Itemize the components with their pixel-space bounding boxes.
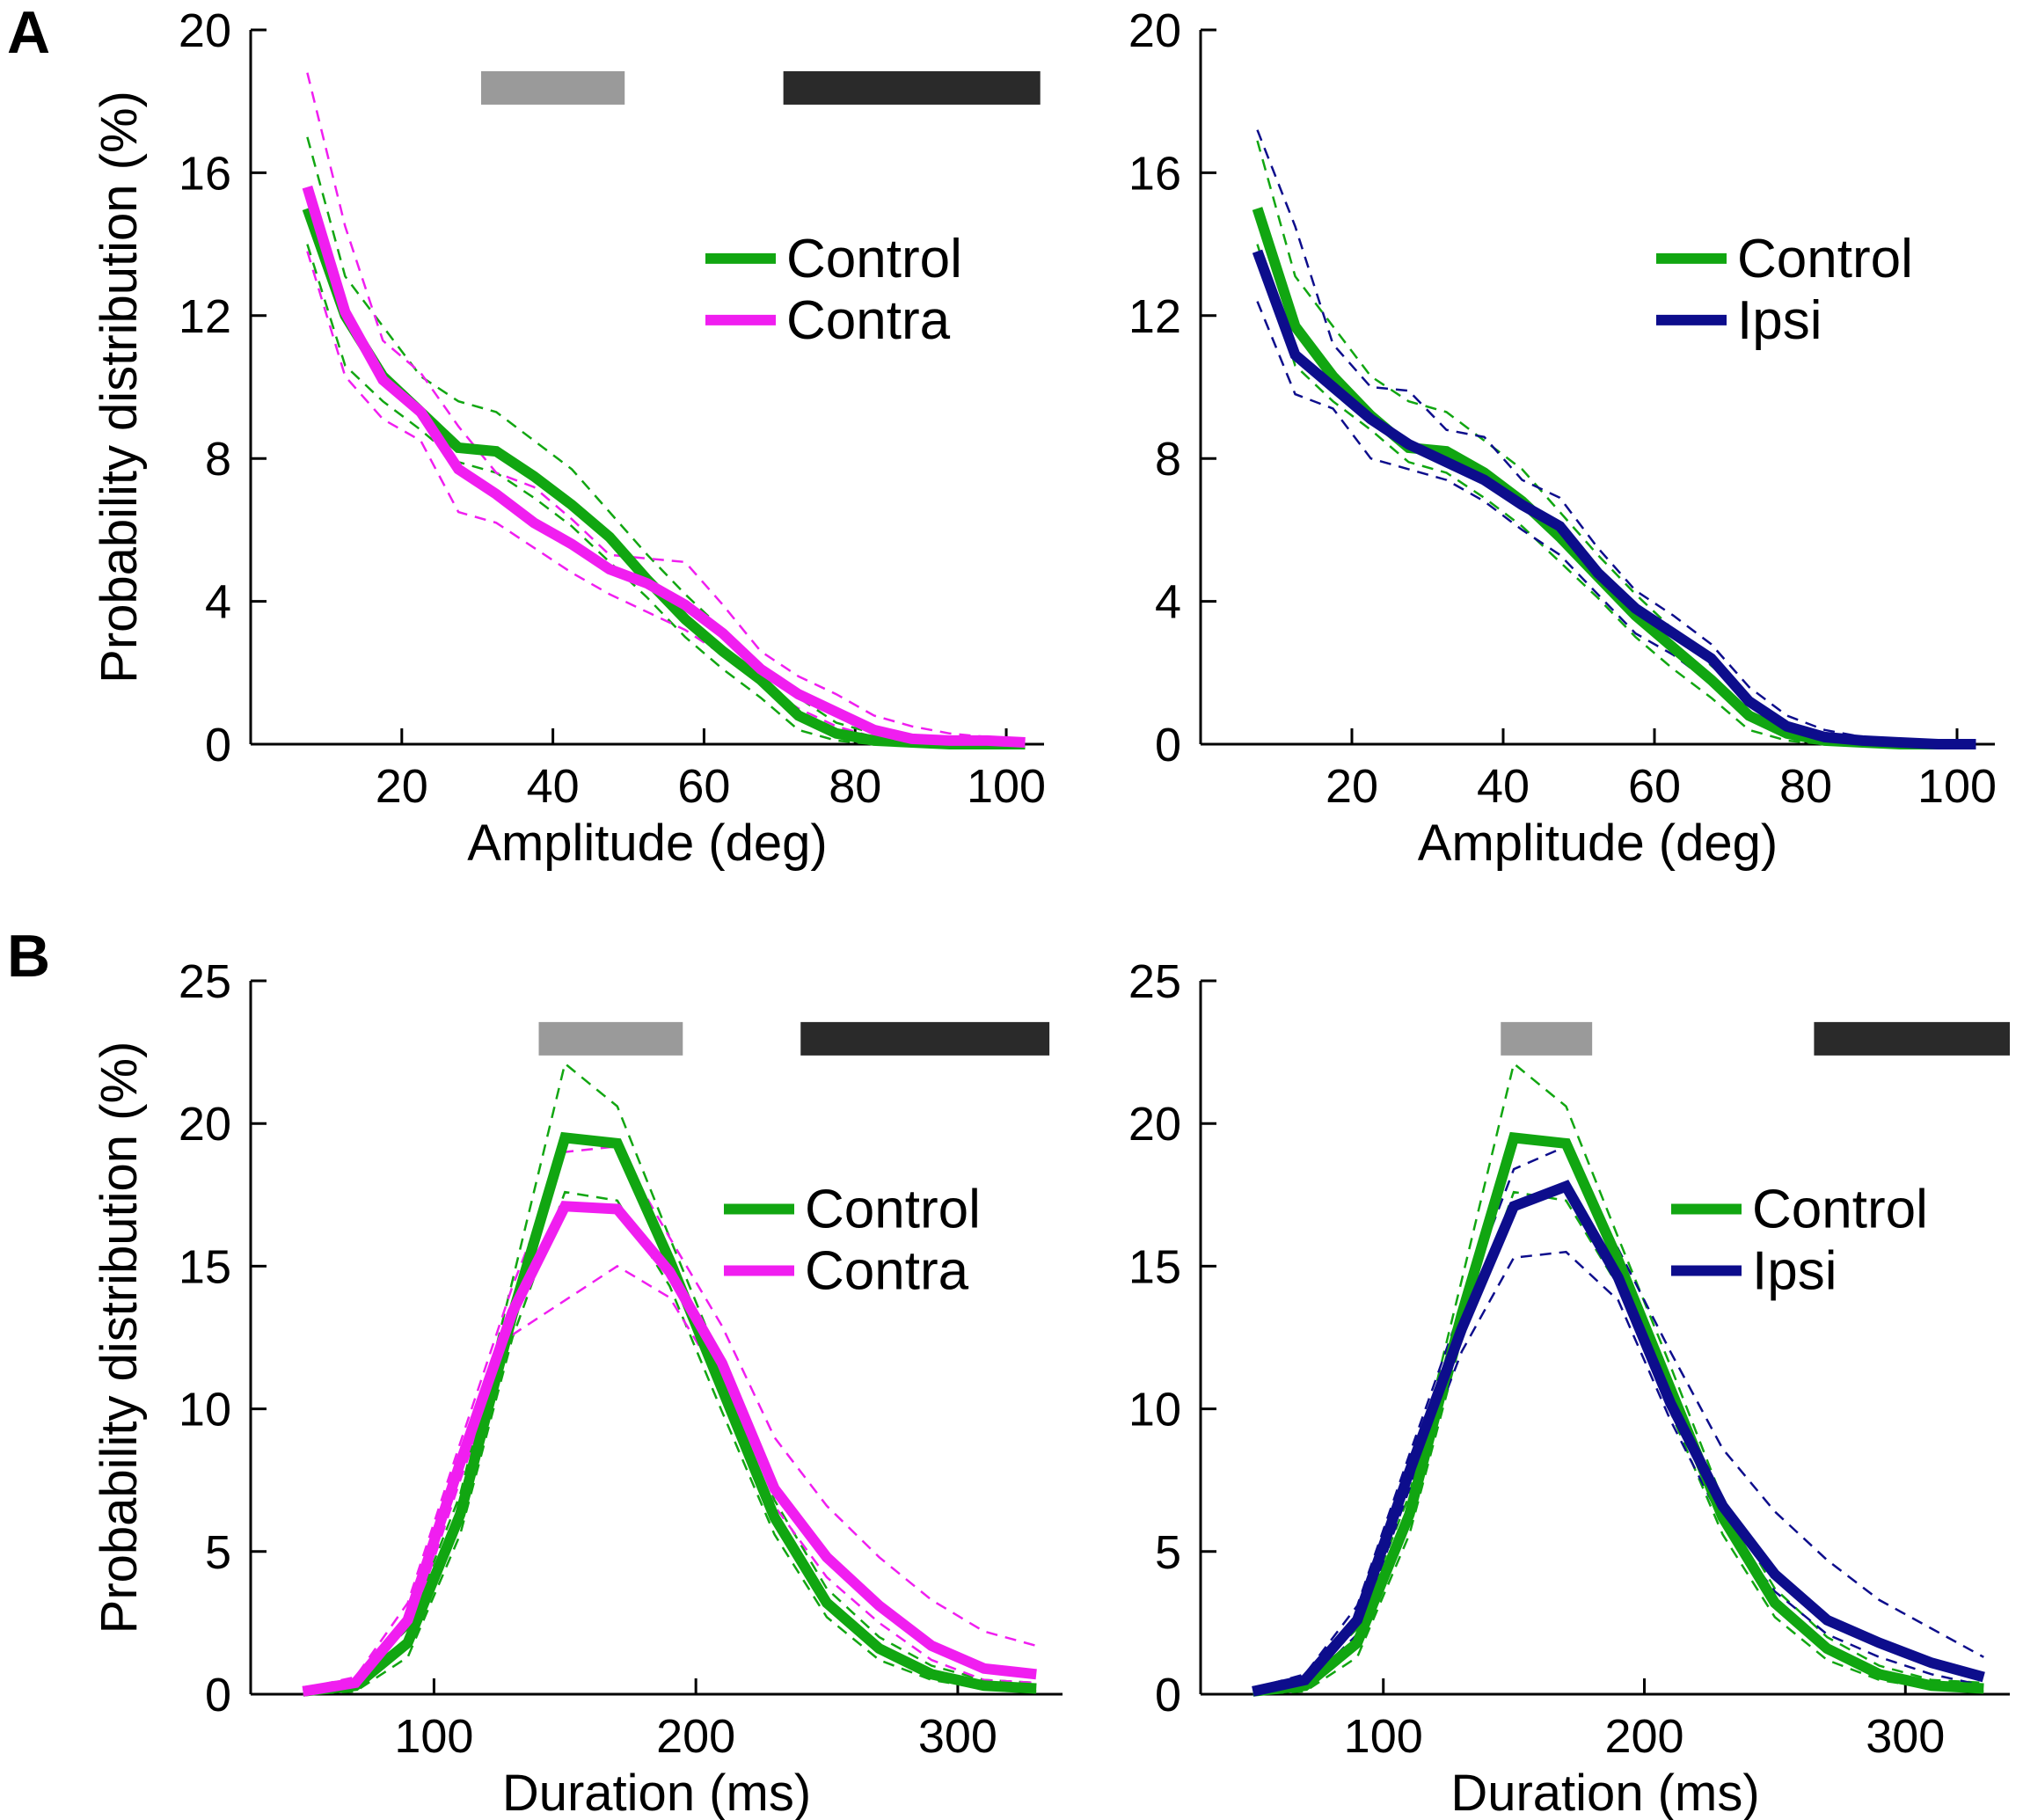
legend-label-control: Control (1752, 1180, 1928, 1240)
y-tick-label: 20 (1128, 1098, 1181, 1151)
series-control-line (1252, 1131, 1984, 1697)
chart-dur-ipsi: 0 5 10 15 20 25 100 200 300 Duration (ms) ControlI… (1128, 955, 2010, 1820)
legend-label-control: Control (786, 229, 962, 289)
x-axis-label: Duration (ms) (502, 1765, 811, 1820)
y-tick-label: 16 (179, 147, 231, 200)
x-tick-label: 100 (1917, 760, 1997, 813)
series-control-upper-bound (1256, 140, 1976, 746)
y-tick-label: 8 (1155, 433, 1181, 486)
y-tick-label: 20 (179, 1098, 231, 1151)
x-tick-label: 40 (527, 760, 580, 813)
y-tick-label: 0 (1155, 719, 1181, 771)
y-tick-label: 5 (1155, 1526, 1181, 1579)
x-axis-label: Amplitude (deg) (1418, 815, 1778, 872)
x-tick-label: 200 (1604, 1710, 1683, 1763)
y-tick-label: 5 (205, 1526, 231, 1579)
x-tick-label: 60 (1628, 760, 1681, 813)
significance-bar-gray (1501, 1021, 1593, 1056)
y-tick-label: 10 (1128, 1384, 1181, 1436)
legend-label-ipsi: Ipsi (1752, 1241, 1837, 1302)
x-tick-label: 300 (1866, 1710, 1945, 1763)
legend-label-contra: Contra (805, 1241, 969, 1302)
y-tick-label: 4 (205, 576, 231, 629)
x-tick-label: 300 (918, 1710, 997, 1763)
y-tick-label: 15 (1128, 1240, 1181, 1293)
y-tick-label: 4 (1155, 576, 1181, 629)
chart-dur-contra: 0 5 10 15 20 25 100 200 300 Duration (ms) Probabil… (91, 955, 1063, 1820)
x-tick-label: 200 (656, 1710, 735, 1763)
series-control-line (302, 1131, 1037, 1697)
y-tick-label: 12 (179, 290, 231, 343)
y-tick-label: 16 (1128, 147, 1181, 200)
y-tick-label: 8 (205, 433, 231, 486)
x-tick-label: 60 (677, 760, 730, 813)
x-tick-label: 100 (1344, 1710, 1423, 1763)
series-contra-lower-bound (303, 1264, 1037, 1696)
y-tick-label: 20 (179, 4, 231, 57)
y-tick-label: 0 (205, 1669, 231, 1721)
legend-label-control: Control (805, 1180, 981, 1240)
series-control-lower-bound (303, 1190, 1037, 1696)
y-tick-label: 10 (179, 1384, 231, 1436)
y-axis-label: Probability distribution (%) (91, 1042, 148, 1634)
series-control-lower-bound (1256, 244, 1976, 746)
x-tick-label: 20 (1326, 760, 1378, 813)
series-ipsi-upper-bound (1256, 129, 1976, 746)
chart-amp-ipsi: 0 4 8 12 16 20 20 40 60 80 100 Amplitude (deg) Contr… (1128, 4, 1997, 872)
series-contra-upper-bound (306, 72, 1026, 742)
y-tick-label: 0 (205, 719, 231, 771)
panel-label-b: B (7, 923, 50, 990)
x-tick-label: 20 (376, 760, 428, 813)
y-tick-label: 0 (1155, 1669, 1181, 1721)
y-tick-label: 12 (1128, 290, 1181, 343)
y-tick-label: 25 (1128, 955, 1181, 1008)
series-contra-line (302, 1201, 1037, 1697)
panel-label-a: A (7, 0, 50, 66)
series-contra-line (302, 185, 1026, 748)
y-tick-label: 25 (179, 955, 231, 1008)
legend-label-contra: Contra (786, 290, 951, 351)
x-tick-label: 100 (394, 1710, 473, 1763)
x-tick-label: 40 (1477, 760, 1530, 813)
series-ipsi-line (1252, 249, 1976, 749)
legend-label-control: Control (1737, 229, 1913, 289)
y-tick-label: 15 (179, 1240, 231, 1293)
series-control-upper-bound (1253, 1061, 1984, 1690)
significance-bar-gray (538, 1021, 683, 1056)
y-axis-label: Probability distribution (%) (91, 91, 148, 683)
significance-bar-gray (481, 70, 625, 105)
x-tick-label: 80 (829, 760, 881, 813)
x-tick-label: 100 (967, 760, 1046, 813)
series-ipsi-line (1252, 1180, 1985, 1697)
legend-label-ipsi: Ipsi (1737, 290, 1822, 351)
series-contra-upper-bound (303, 1144, 1037, 1690)
y-tick-label: 20 (1128, 4, 1181, 57)
x-tick-label: 80 (1779, 760, 1832, 813)
x-axis-label: Duration (ms) (1450, 1765, 1759, 1820)
x-axis-label: Amplitude (deg) (467, 815, 827, 872)
significance-bar-black (800, 1021, 1050, 1056)
significance-bar-black (1814, 1021, 2010, 1056)
significance-bar-black (783, 70, 1041, 105)
chart-amp-contra: 0 4 8 12 16 20 20 40 60 80 100 Amplitude (deg) Proba… (91, 4, 1046, 872)
